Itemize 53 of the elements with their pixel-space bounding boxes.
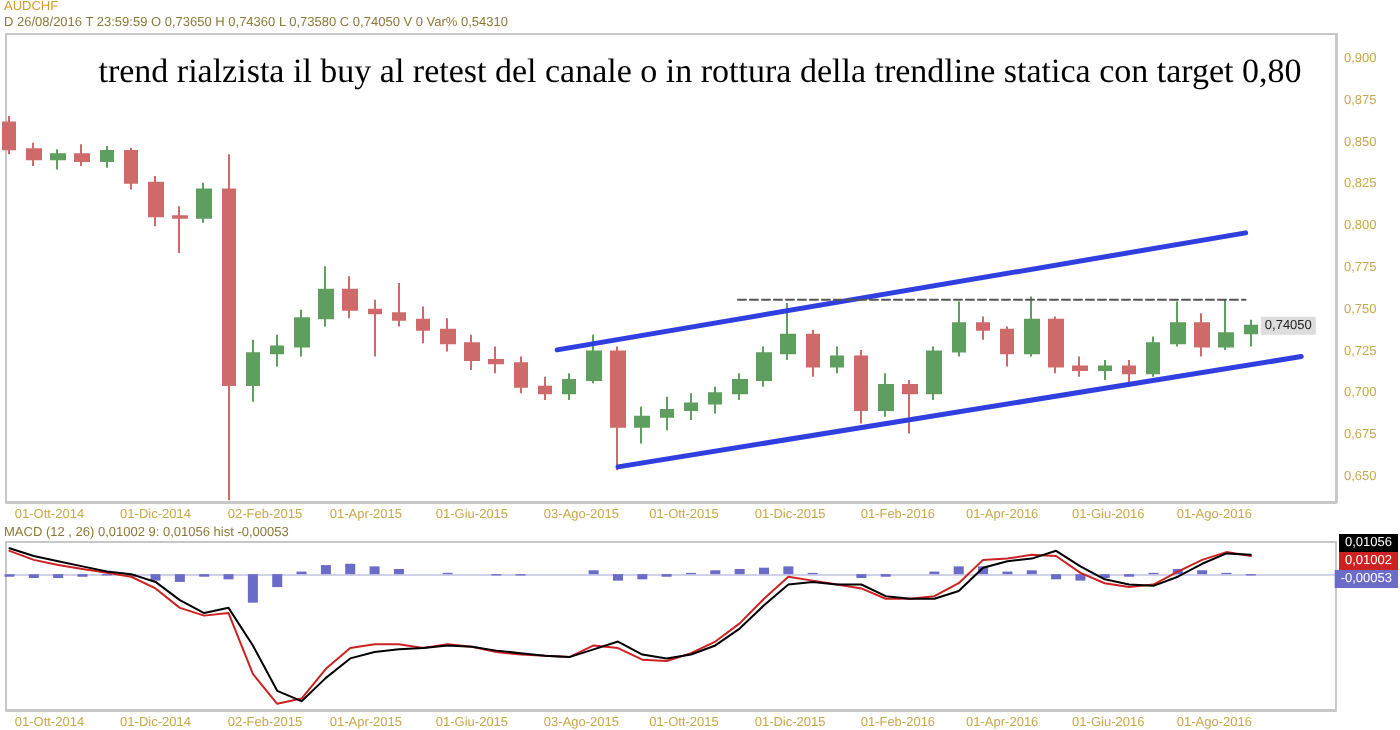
candlestick: [1000, 325, 1014, 368]
candlestick: [1218, 298, 1234, 351]
candlestick: [514, 355, 528, 395]
candlestick: [1098, 358, 1112, 381]
candlestick: [368, 298, 382, 358]
candlestick: [952, 300, 966, 358]
candlestick: [562, 372, 576, 402]
candlestick: [50, 148, 66, 171]
candlestick: [684, 392, 698, 422]
candlestick: [488, 345, 504, 375]
candlestick: [222, 153, 236, 502]
candlestick: [634, 405, 650, 445]
candlestick: [878, 372, 894, 418]
candlestick: [780, 302, 796, 361]
candlestick: [976, 315, 990, 341]
candlestick: [1072, 355, 1088, 378]
candlestick: [270, 333, 284, 368]
annotation: trend rialzista il buy al retest del canale o in rottura della trendline statica con target 0,80: [98, 52, 1302, 90]
candlestick: [708, 385, 722, 415]
candlestick: [1024, 295, 1040, 358]
candlestick: [172, 205, 188, 254]
candlestick: [1048, 315, 1064, 375]
candlestick: [902, 378, 918, 435]
candlestick: [1146, 335, 1160, 378]
candlestick: [756, 345, 772, 388]
candlestick: [342, 275, 358, 320]
candlestick: [74, 143, 90, 168]
candlestick: [100, 144, 114, 169]
candlestick: [854, 348, 868, 425]
candlestick: [294, 308, 310, 358]
candlestick: [416, 305, 430, 345]
candlestick: [660, 395, 674, 432]
candlestick: [1194, 312, 1210, 358]
candlestick: [830, 345, 844, 375]
candlestick: [440, 317, 456, 353]
candlestick: [148, 175, 164, 228]
candlestick: [124, 146, 138, 191]
candlestick: [806, 328, 820, 378]
candlestick: [246, 338, 260, 403]
candlestick: [2, 114, 16, 156]
candlestick: [586, 333, 602, 385]
candlestick: [732, 372, 748, 402]
candlestick: [1170, 300, 1186, 348]
candlestick: [1244, 318, 1258, 348]
candlestick: [1122, 358, 1136, 388]
candlestick: [610, 345, 626, 472]
candlestick: [318, 265, 334, 328]
candlestick: [196, 181, 212, 224]
candlestick: [464, 333, 480, 371]
candlestick: [538, 375, 552, 402]
candlestick: [926, 345, 942, 402]
candlestick: [26, 141, 42, 168]
candlestick: [392, 282, 406, 328]
